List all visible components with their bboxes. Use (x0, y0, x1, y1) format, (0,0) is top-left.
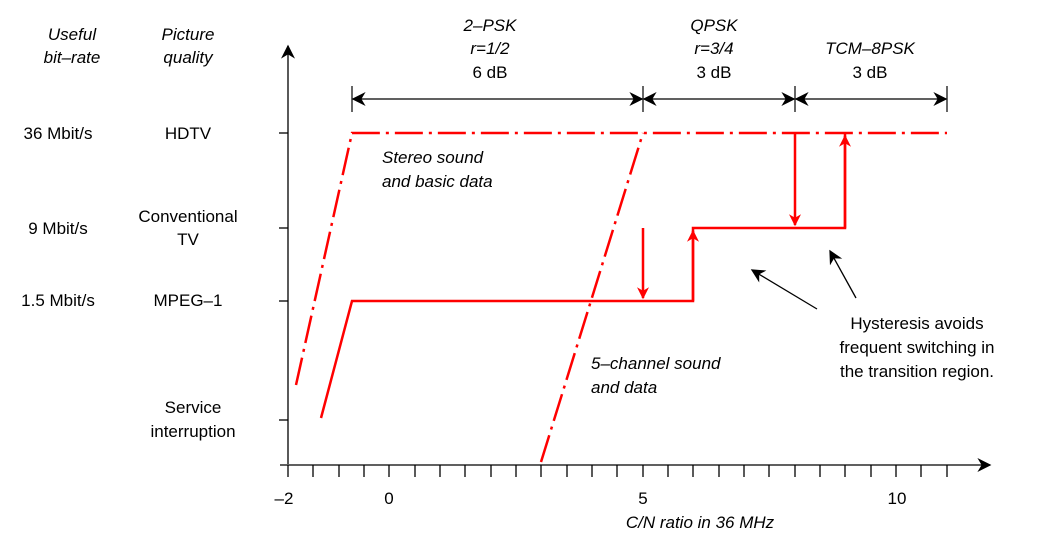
level-quality-conventional: Conventional (138, 207, 237, 226)
hysteresis-pointer-arrow-2 (829, 249, 857, 299)
level-rate-36mbit: 36 Mbit/s (24, 124, 93, 143)
mode-qpsk-name: QPSK (690, 16, 738, 35)
mode-qpsk-rate: r=3/4 (694, 39, 733, 58)
level-quality-service: Service (165, 398, 222, 417)
mode-tcm8psk-name: TCM–8PSK (825, 39, 915, 58)
level-quality-tv: TV (177, 230, 199, 249)
mode-tcm8psk-span: 3 dB (853, 63, 888, 82)
header-bitrate-line1: Useful (48, 25, 97, 44)
level-quality-interruption: interruption (150, 422, 235, 441)
mode-2psk-name: 2–PSK (463, 16, 518, 35)
hysteresis-pointer-arrow-1 (750, 269, 818, 310)
x-tick-label-minus2: –2 (275, 489, 294, 508)
x-tick-label-5: 5 (638, 489, 647, 508)
curve-five-channel-dashed (539, 132, 645, 463)
y-axis-ticks (279, 132, 288, 421)
mode-2psk-span: 6 dB (473, 63, 508, 82)
mode-2psk-rate: r=1/2 (470, 39, 510, 58)
header-quality-line2: quality (163, 48, 214, 67)
curve-stereo-hdtv (294, 131, 947, 386)
x-tick-label-0: 0 (384, 489, 393, 508)
header-bitrate-line2: bit–rate (44, 48, 101, 67)
annotation-hysteresis-line2: frequent switching in (840, 338, 995, 357)
annotation-stereo-line2: and basic data (382, 172, 493, 191)
annotation-hysteresis-line3: the transition region. (840, 362, 994, 381)
mode-qpsk-span: 3 dB (697, 63, 732, 82)
x-tick-label-10: 10 (888, 489, 907, 508)
x-axis-ticks (287, 465, 948, 477)
level-rate-1-5mbit: 1.5 Mbit/s (21, 291, 95, 310)
header-quality-line1: Picture (162, 25, 215, 44)
annotation-hysteresis-line1: Hysteresis avoids (850, 314, 983, 333)
level-quality-mpeg1: MPEG–1 (154, 291, 223, 310)
annotation-five-channel-line1: 5–channel sound (591, 354, 721, 373)
annotation-stereo-line1: Stereo sound (382, 148, 484, 167)
x-axis-label: C/N ratio in 36 MHz (626, 513, 775, 532)
level-quality-hdtv: HDTV (165, 124, 212, 143)
level-rate-9mbit: 9 Mbit/s (28, 219, 88, 238)
annotation-five-channel-line2: and data (591, 378, 657, 397)
